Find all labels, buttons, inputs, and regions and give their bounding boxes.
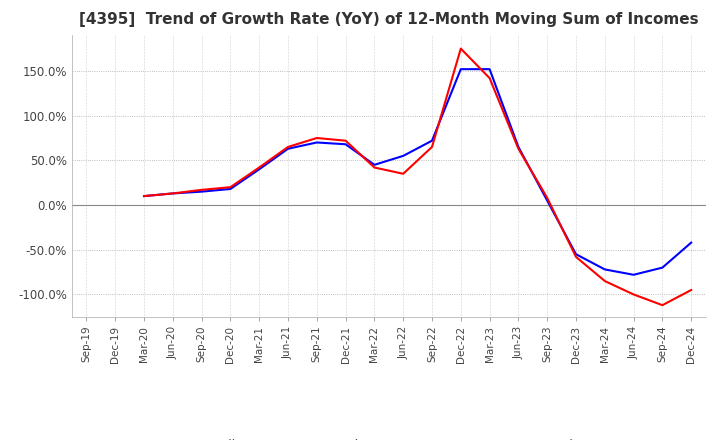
Net Income Growth Rate <box>226 184 235 190</box>
Net Income Growth Rate <box>629 292 638 297</box>
Net Income Growth Rate <box>658 303 667 308</box>
Ordinary Income Growth Rate <box>226 186 235 191</box>
Net Income Growth Rate <box>543 195 552 201</box>
Ordinary Income Growth Rate <box>572 252 580 257</box>
Net Income Growth Rate <box>687 287 696 293</box>
Ordinary Income Growth Rate <box>168 191 177 196</box>
Net Income Growth Rate <box>168 191 177 196</box>
Net Income Growth Rate <box>312 136 321 141</box>
Net Income Growth Rate <box>399 171 408 176</box>
Ordinary Income Growth Rate <box>658 265 667 270</box>
Legend: Ordinary Income Growth Rate, Net Income Growth Rate: Ordinary Income Growth Rate, Net Income … <box>163 434 615 440</box>
Net Income Growth Rate <box>341 138 350 143</box>
Ordinary Income Growth Rate <box>629 272 638 278</box>
Title: [4395]  Trend of Growth Rate (YoY) of 12-Month Moving Sum of Incomes: [4395] Trend of Growth Rate (YoY) of 12-… <box>79 12 698 27</box>
Ordinary Income Growth Rate <box>399 153 408 158</box>
Ordinary Income Growth Rate <box>140 194 148 199</box>
Ordinary Income Growth Rate <box>312 140 321 145</box>
Net Income Growth Rate <box>197 187 206 192</box>
Line: Ordinary Income Growth Rate: Ordinary Income Growth Rate <box>144 69 691 275</box>
Net Income Growth Rate <box>428 144 436 150</box>
Ordinary Income Growth Rate <box>284 146 292 151</box>
Net Income Growth Rate <box>572 254 580 260</box>
Net Income Growth Rate <box>140 194 148 199</box>
Net Income Growth Rate <box>456 46 465 51</box>
Line: Net Income Growth Rate: Net Income Growth Rate <box>144 48 691 305</box>
Net Income Growth Rate <box>514 146 523 151</box>
Ordinary Income Growth Rate <box>543 198 552 203</box>
Ordinary Income Growth Rate <box>428 138 436 143</box>
Net Income Growth Rate <box>370 165 379 170</box>
Ordinary Income Growth Rate <box>255 167 264 172</box>
Ordinary Income Growth Rate <box>687 240 696 245</box>
Net Income Growth Rate <box>600 279 609 284</box>
Ordinary Income Growth Rate <box>514 144 523 150</box>
Ordinary Income Growth Rate <box>197 189 206 194</box>
Ordinary Income Growth Rate <box>600 267 609 272</box>
Ordinary Income Growth Rate <box>456 66 465 72</box>
Ordinary Income Growth Rate <box>341 142 350 147</box>
Net Income Growth Rate <box>255 165 264 170</box>
Net Income Growth Rate <box>284 144 292 150</box>
Net Income Growth Rate <box>485 76 494 81</box>
Ordinary Income Growth Rate <box>370 162 379 168</box>
Ordinary Income Growth Rate <box>485 66 494 72</box>
